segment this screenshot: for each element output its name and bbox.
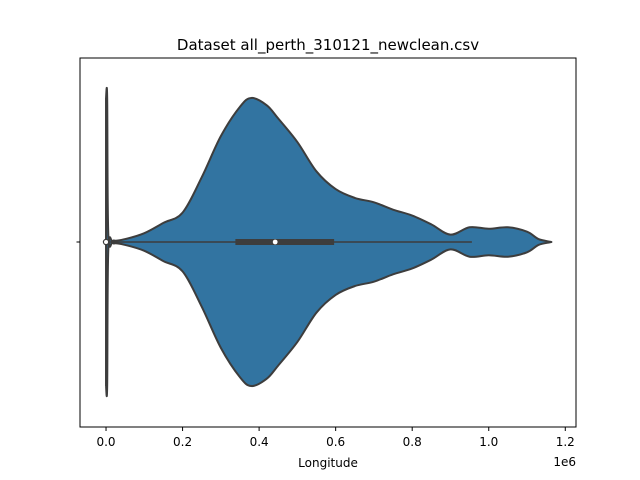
x-tick-label: 0.6 xyxy=(326,435,345,449)
x-tick-label: 0.8 xyxy=(403,435,422,449)
x-axis-ticks: 0.0 0.2 0.4 0.6 0.8 1.0 1.2 xyxy=(96,427,575,449)
x-tick-label: 1.0 xyxy=(479,435,498,449)
x-tick-label: 0.0 xyxy=(96,435,115,449)
x-tick-label: 0.4 xyxy=(250,435,269,449)
box-median-point xyxy=(272,239,278,245)
plot-area xyxy=(102,86,553,398)
x-axis-label: Longitude xyxy=(298,456,358,470)
x-tick-label: 1.2 xyxy=(556,435,575,449)
chart-title: Dataset all_perth_310121_newclean.csv xyxy=(177,36,479,55)
outlier-point xyxy=(102,238,110,246)
x-axis-offset-text: 1e6 xyxy=(553,455,576,469)
box-iqr xyxy=(235,239,335,245)
x-tick-label: 0.2 xyxy=(173,435,192,449)
